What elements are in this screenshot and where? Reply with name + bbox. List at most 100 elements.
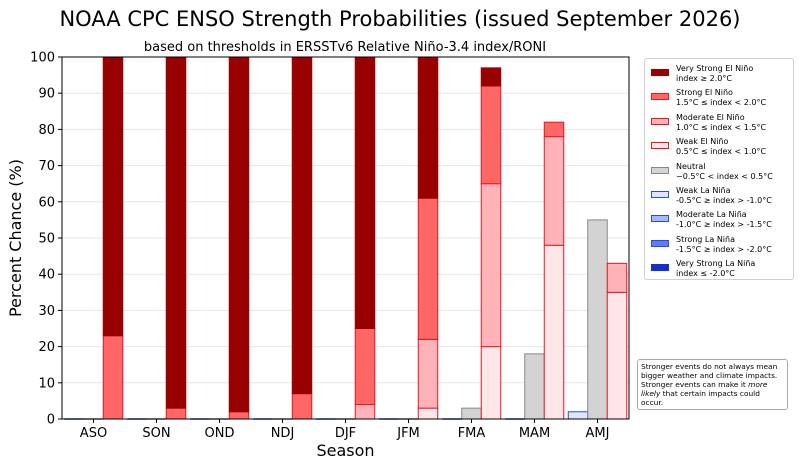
legend-label-line2: index ≤ -2.0°C <box>676 269 735 279</box>
legend-label-line2: 1.5°C ≤ index < 2.0°C <box>676 98 767 108</box>
y-tick-label: 50 <box>38 232 55 247</box>
legend-item: Moderate El Niño 1.0°C ≤ index < 1.5°C <box>649 112 794 136</box>
bar-segment <box>354 328 376 406</box>
x-tick-label: AMJ <box>586 426 610 441</box>
legend-item: Strong El Niño 1.5°C ≤ index < 2.0°C <box>649 87 794 111</box>
y-tick-label: 90 <box>38 87 55 102</box>
bar-segment <box>354 56 376 329</box>
legend-item: Strong La Niña -1.5°C ≥ index > -2.0°C <box>649 234 794 258</box>
legend-swatch <box>651 166 669 174</box>
legend-label: Moderate El Niño 1.0°C ≤ index < 1.5°C <box>676 113 766 133</box>
bar-segment <box>567 411 589 420</box>
impact-note: Stronger events do not always mean bigge… <box>637 359 788 410</box>
legend-label-line1: Weak El Niño <box>676 137 729 147</box>
legend-label: Very Strong El Niño index ≥ 2.0°C <box>676 64 753 84</box>
legend-swatch <box>651 191 669 198</box>
bar-segment <box>480 183 502 348</box>
y-tick-label: 40 <box>38 268 55 283</box>
legend-swatch <box>651 264 669 272</box>
legend-label: Strong El Niño 1.5°C ≤ index < 2.0°C <box>676 88 766 108</box>
bar-segment <box>587 219 608 420</box>
bar-segment <box>524 353 545 420</box>
legend-swatch <box>651 93 669 101</box>
bar-segment <box>461 407 482 420</box>
legend-label-line1: Very Strong La Niña <box>676 259 756 269</box>
legend-label-line1: Very Strong El Niño <box>676 64 754 73</box>
bar-segment <box>417 197 439 340</box>
legend-label-line1: Strong El Niño <box>676 88 733 98</box>
bar-segment <box>417 338 439 409</box>
legend-label-line1: Weak La Niña <box>676 186 731 195</box>
note-text-after: that certain impacts could occur. <box>641 389 760 407</box>
y-axis-label: Percent Chance (%) <box>6 159 25 317</box>
bar-segment <box>543 136 565 246</box>
legend-label-line2: 1.0°C ≤ index < 1.5°C <box>676 122 767 132</box>
bar-segment <box>102 335 124 420</box>
y-tick-label: 0 <box>47 413 55 428</box>
bar-segment <box>417 407 439 420</box>
y-tick-label: 100 <box>30 51 55 66</box>
y-tick-label: 10 <box>38 376 55 391</box>
bar-segment <box>543 121 565 138</box>
chart-subtitle: based on thresholds in ERSSTv6 Relative … <box>144 40 546 55</box>
legend-label: Moderate La Niña -1.0°C ≥ index > -1.5°C <box>676 210 772 230</box>
y-tick-label: 30 <box>38 304 55 319</box>
x-tick-label: OND <box>205 426 235 441</box>
legend-label: Strong La Niña -1.5°C ≥ index > -2.0°C <box>676 235 772 255</box>
legend-label: Neutral −0.5°C < index < 0.5°C <box>676 162 773 182</box>
note-emphasis: more likely <box>641 380 768 398</box>
bar-segment <box>417 56 439 199</box>
x-tick-label: FMA <box>458 426 486 441</box>
legend-label-line1: Moderate El Niño <box>676 112 745 122</box>
bar-segment <box>606 291 628 420</box>
bar-segment <box>102 56 124 337</box>
y-tick-label: 70 <box>38 159 55 174</box>
bar-segment <box>354 404 376 420</box>
legend-label-line1: Moderate La Niña <box>676 210 747 220</box>
legend-label-line1: Neutral <box>676 161 706 171</box>
bar-segment <box>291 56 313 395</box>
bar-segment <box>165 56 187 409</box>
legend-item: Very Strong La Niña index ≤ -2.0°C <box>649 258 794 282</box>
x-axis-label: Season <box>316 441 374 460</box>
x-tick-label: SON <box>142 426 170 441</box>
legend-item: Weak El Niño 0.5°C ≤ index < 1.0°C <box>649 136 794 160</box>
legend-label-line2: -1.5°C ≥ index > -2.0°C <box>676 244 772 254</box>
legend-swatch <box>651 117 669 125</box>
chart-title: NOAA CPC ENSO Strength Probabilities (is… <box>59 7 740 31</box>
legend-label-line2: index ≥ 2.0°C <box>676 74 732 83</box>
y-tick-label: 20 <box>38 340 55 355</box>
bar-segment <box>480 67 502 87</box>
y-tick-label: 80 <box>38 123 55 138</box>
note-text-before: Stronger events do not always mean bigge… <box>641 362 778 389</box>
bar-segment <box>480 346 502 420</box>
bar-segment <box>165 407 187 420</box>
bar-segment <box>228 411 250 420</box>
legend-label-line1: Strong La Niña <box>676 234 735 244</box>
y-tick-label: 60 <box>38 195 55 210</box>
legend-item: Weak La Niña -0.5°C ≥ index > -1.0°C <box>649 185 794 209</box>
legend-label-line2: 0.5°C ≤ index < 1.0°C <box>676 147 767 157</box>
bar-segment <box>606 262 628 293</box>
bar-segment <box>543 244 565 420</box>
legend-item: Moderate La Niña -1.0°C ≥ index > -1.5°C <box>649 209 794 233</box>
bar-segment <box>228 56 250 413</box>
legend-swatch <box>651 69 669 76</box>
x-tick-label: NDJ <box>271 426 295 441</box>
x-tick-label: JFM <box>396 426 420 441</box>
legend-swatch <box>651 142 669 150</box>
legend-label: Weak La Niña -0.5°C ≥ index > -1.0°C <box>676 186 772 206</box>
x-tick-label: MAM <box>519 426 550 441</box>
legend-label-line2: −0.5°C < index < 0.5°C <box>676 171 773 181</box>
x-tick-label: ASO <box>80 426 107 441</box>
legend-swatch <box>651 215 669 223</box>
legend-label-line2: -0.5°C ≥ index > -1.0°C <box>676 196 772 205</box>
legend-item: Neutral −0.5°C < index < 0.5°C <box>649 161 794 185</box>
legend-label: Very Strong La Niña index ≤ -2.0°C <box>676 259 755 279</box>
bar-segment <box>291 393 313 420</box>
plot-frame <box>61 56 630 420</box>
legend: Very Strong El Niño index ≥ 2.0°C Strong E… <box>644 58 794 280</box>
legend-item: Very Strong El Niño index ≥ 2.0°C <box>649 63 794 87</box>
x-tick-label: DJF <box>335 426 356 441</box>
